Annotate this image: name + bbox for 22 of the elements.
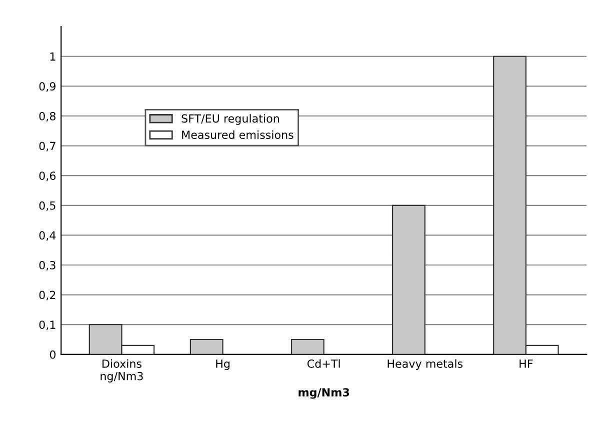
y-tick-label: 0,3 bbox=[39, 260, 56, 271]
x-tick-label: Dioxins ng/Nm3 bbox=[100, 359, 143, 382]
legend-label: Measured emissions bbox=[182, 130, 294, 139]
x-axis-title: mg/Nm3 bbox=[298, 388, 350, 399]
y-tick-label: 0,2 bbox=[39, 290, 56, 300]
y-tick-label: 0,1 bbox=[39, 320, 56, 330]
y-tick-label: 0,4 bbox=[39, 231, 56, 241]
bar bbox=[290, 338, 324, 354]
y-tick-label: 0,6 bbox=[39, 172, 56, 182]
y-tick-label: 0 bbox=[50, 350, 56, 359]
x-tick-label: Hg bbox=[216, 360, 230, 370]
bar bbox=[190, 338, 224, 354]
y-tick-label: 0,8 bbox=[39, 112, 56, 122]
legend-label: SFT/EU regulation bbox=[182, 114, 279, 125]
y-tick-label: 0,5 bbox=[39, 201, 56, 211]
x-tick-label: Cd+Tl bbox=[307, 359, 340, 368]
x-tick-label: Heavy metals bbox=[388, 359, 463, 370]
x-tick-label: HF bbox=[520, 360, 533, 368]
y-tick-label: 0,9 bbox=[39, 82, 56, 92]
y-tick-label: 1 bbox=[50, 52, 56, 61]
y-tick-label: 0,7 bbox=[39, 142, 56, 152]
bar bbox=[392, 204, 426, 354]
